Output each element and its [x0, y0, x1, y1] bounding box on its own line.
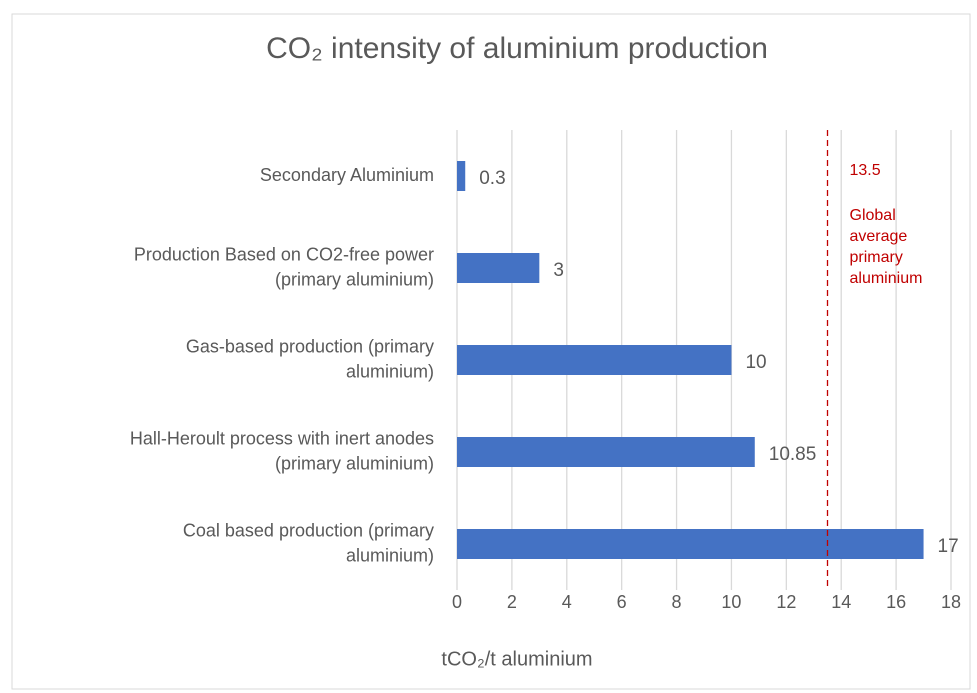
y-tick-label: Gas-based production (primary aluminium): [186, 336, 434, 381]
x-tick-label: 14: [831, 592, 851, 612]
x-tick-label: 16: [886, 592, 906, 612]
reference-label: Global average primary aluminium: [850, 207, 923, 287]
x-axis-label: tCO₂/t aluminium: [441, 648, 592, 670]
x-tick-label: 10: [721, 592, 741, 612]
x-tick-label: 4: [562, 592, 572, 612]
y-tick-label: Hall-Heroult process with inert anodes (p…: [130, 428, 434, 473]
x-tick-label: 18: [941, 592, 961, 612]
bar: [457, 253, 540, 283]
y-tick-label: Secondary Aluminium: [260, 165, 434, 185]
chart-title: CO₂ intensity of aluminium production: [266, 32, 768, 65]
data-label: 3: [553, 260, 564, 281]
bar: [457, 529, 924, 559]
x-tick-label: 2: [507, 592, 517, 612]
x-tick-label: 0: [452, 592, 462, 612]
reference-value: 13.5: [850, 162, 881, 179]
y-tick-label: Production Based on CO2-free power (prima…: [134, 244, 434, 289]
x-tick-label: 12: [776, 592, 796, 612]
x-tick-label: 8: [672, 592, 682, 612]
data-label: 0.3: [479, 168, 505, 189]
bar: [457, 345, 732, 375]
bar: [457, 161, 466, 191]
data-label: 17: [938, 536, 959, 557]
bar: [457, 437, 755, 467]
y-tick-label: Coal based production (primary aluminium): [183, 520, 434, 565]
data-label: 10: [745, 352, 766, 373]
x-tick-label: 6: [617, 592, 627, 612]
data-label: 10.85: [769, 444, 817, 465]
